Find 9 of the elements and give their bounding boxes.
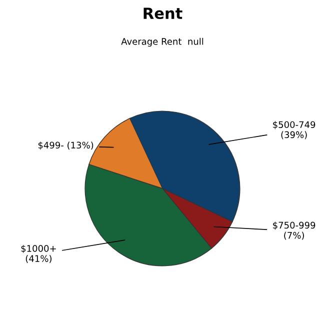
data-label: (39%) <box>281 131 307 140</box>
slice-label: $500-749 <box>273 121 316 130</box>
chart-title: Rent <box>144 8 182 20</box>
data-label: (41%) <box>26 254 52 264</box>
slice-label: $499- (13%) <box>38 142 94 150</box>
slice-label: $750-999 <box>273 222 316 230</box>
slice-label: $1000+ <box>21 244 56 254</box>
chart-subtitle: Average Rent null <box>121 38 204 47</box>
data-label: (7%) <box>284 232 304 240</box>
